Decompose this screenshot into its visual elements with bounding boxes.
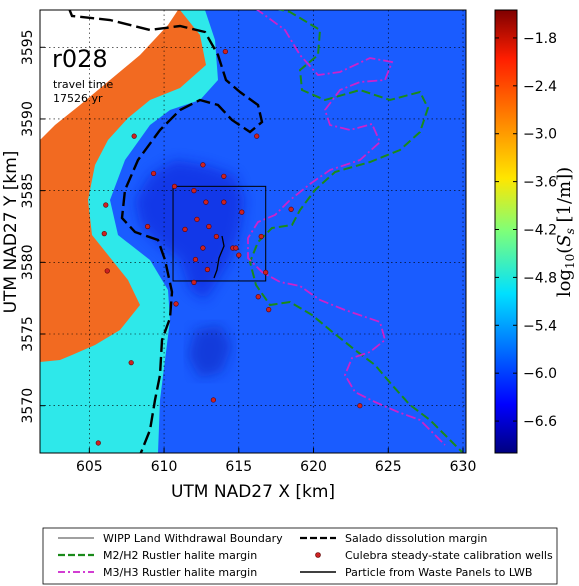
grid (40, 10, 466, 453)
colorbar-tick-label: −6.6 (523, 414, 557, 430)
legend-item: WIPP Land Withdrawal Boundary (58, 532, 283, 545)
calibration-well (263, 269, 269, 275)
legend-item: Salado dissolution margin (300, 532, 487, 545)
legend-item: M2/H2 Rustler halite margin (58, 549, 257, 562)
salado-dissolution-margin (68, 10, 264, 453)
calibration-well (258, 233, 264, 240)
calibration-well (128, 360, 134, 366)
calibration-well (222, 48, 228, 55)
travel-time-label: travel time (53, 78, 113, 91)
colorbar-tick-label: −2.4 (523, 79, 557, 95)
calibration-well (255, 294, 261, 300)
plot-frame (39, 9, 467, 454)
calibration-well (192, 256, 199, 263)
y-axis-label: UTM NAD27 Y [km] (1, 151, 21, 314)
x-tick-label: 605 (76, 459, 103, 475)
m3-h3-halite-margin (247, 10, 446, 446)
calibration-well (221, 173, 227, 179)
legend-label: Salado dissolution margin (345, 532, 487, 545)
calibration-well (171, 183, 178, 189)
colorbar (494, 9, 518, 454)
m2-h2-halite-margin (248, 10, 463, 453)
realization-label: r028 (52, 45, 108, 73)
y-tick-label: 3575 (20, 316, 36, 352)
x-axis-label: UTM NAD27 X [km] (171, 482, 335, 502)
legend-label: Culebra steady-state calibration wells (345, 549, 553, 562)
calibration-well (357, 403, 363, 409)
calibration-well (101, 231, 107, 237)
legend-item: Culebra steady-state calibration wells (315, 549, 553, 562)
calibration-well (103, 202, 109, 208)
calibration-well (191, 279, 197, 285)
x-tick-label: 625 (375, 459, 402, 475)
calibration-well (210, 397, 216, 403)
travel-time-value: 17526 yr (53, 92, 103, 105)
x-tick-label: 610 (151, 459, 178, 475)
calibration-well (104, 268, 110, 274)
calibration-well (131, 133, 137, 139)
calibration-well (151, 170, 157, 177)
particle-path (213, 235, 225, 279)
calibration-well (236, 252, 242, 258)
calibration-well (95, 440, 101, 446)
colorbar-tick-label: −5.4 (523, 318, 557, 334)
calibration-well (266, 307, 272, 313)
calibration-well (204, 266, 211, 273)
colorbar-label: log10(Ss [1/m]) (554, 167, 577, 297)
calibration-well (213, 233, 219, 240)
calibration-well (221, 199, 227, 205)
colorbar-tick-label: −4.8 (523, 270, 557, 286)
calibration-well (173, 301, 179, 307)
colorbar-tick-label: −3.0 (523, 127, 557, 143)
y-tick-label: 3590 (20, 101, 36, 137)
colorbar-tick-label: −4.2 (523, 223, 557, 239)
calibration-well (145, 223, 151, 230)
legend-label: WIPP Land Withdrawal Boundary (103, 532, 283, 545)
calibration-wells (95, 48, 363, 446)
wipp-land-withdrawal-boundary (172, 185, 267, 282)
y-tick-label: 3580 (20, 245, 36, 281)
calibration-well (182, 226, 188, 232)
y-tick-label: 3595 (20, 29, 36, 65)
calibration-well (194, 216, 200, 222)
calibration-well (239, 209, 245, 215)
y-tick-label: 3585 (20, 173, 36, 209)
deep-patch (188, 325, 232, 378)
x-axis: 605 610 615 620 625 630 (76, 448, 476, 475)
x-tick-label: 630 (450, 459, 477, 475)
white-corner (40, 10, 178, 140)
legend-item: Particle from Waste Panels to LWB (300, 566, 532, 579)
x-tick-label: 620 (300, 459, 327, 475)
colorbar-ticks: −1.8 −2.4 −3.0 −3.6 −4.2 −4.8 −5.4 −6.0 −6.6 (495, 31, 557, 430)
calibration-well (200, 162, 206, 168)
calibration-well (200, 245, 206, 251)
calibration-well (254, 133, 260, 139)
legend-label: Particle from Waste Panels to LWB (345, 566, 532, 579)
legend: WIPP Land Withdrawal Boundary Salado diss… (58, 532, 553, 579)
legend-swatch (315, 552, 321, 558)
heatmap-field (40, 10, 466, 453)
x-tick-label: 615 (225, 459, 252, 475)
legend-label: M2/H2 Rustler halite margin (103, 549, 257, 562)
calibration-well (191, 188, 197, 194)
y-axis: 3570 3575 3580 3585 3590 3595 (20, 29, 45, 424)
calibration-well (288, 206, 294, 212)
calibration-well (206, 223, 212, 230)
colorbar-tick-label: −3.6 (523, 175, 557, 191)
legend-item: M3/H3 Rustler halite margin (58, 566, 257, 579)
calibration-well (203, 199, 209, 205)
y-tick-label: 3570 (20, 388, 36, 424)
legend-label: M3/H3 Rustler halite margin (103, 566, 257, 579)
calibration-well (233, 245, 239, 251)
colorbar-tick-label: −6.0 (523, 366, 557, 382)
colorbar-tick-label: −1.8 (523, 31, 557, 47)
